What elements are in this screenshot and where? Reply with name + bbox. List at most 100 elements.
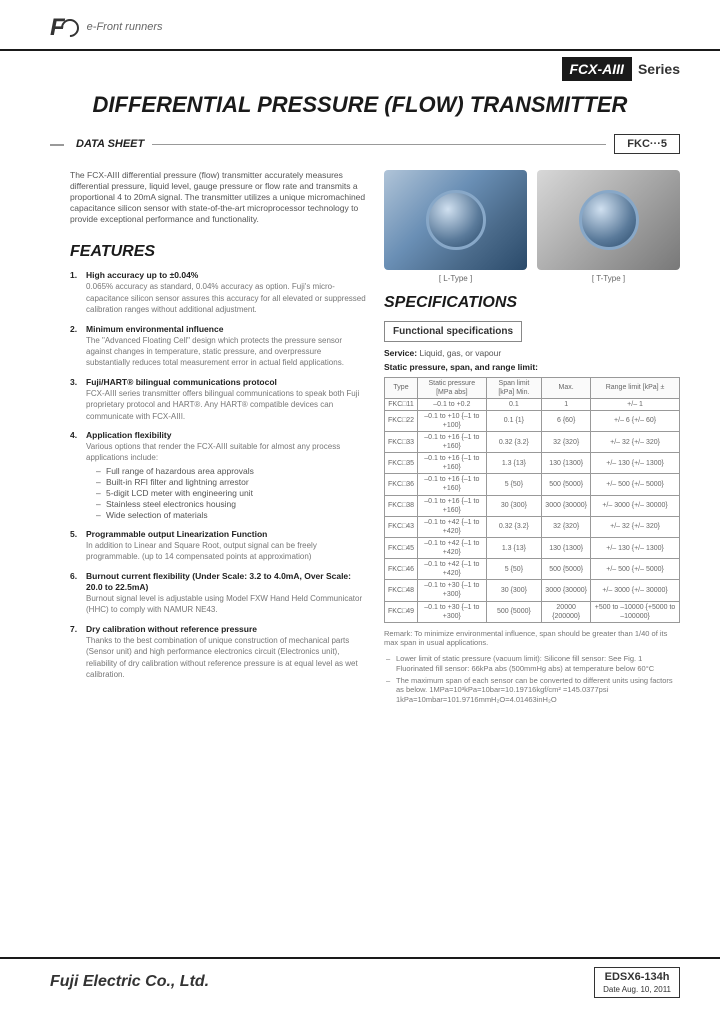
feature-item: Application flexibilityVarious options t… [70, 430, 366, 521]
spec-td: –0.1 to +42 {–1 to +420} [418, 537, 487, 558]
table-row: FKC□35–0.1 to +16 {–1 to +160}1.3 {13}13… [385, 453, 680, 474]
series-row: FCX-AIII Series [0, 51, 720, 87]
spec-td: FKC□22 [385, 410, 418, 431]
doc-box: EDSX6-134h Date Aug. 10, 2011 [594, 967, 680, 998]
feature-subitem: Built-in RFI filter and lightning arrest… [96, 477, 366, 488]
feature-title: Dry calibration without reference pressu… [86, 624, 366, 635]
funcspec-box: Functional specifications [384, 321, 522, 342]
spec-td: 1.3 {13} [486, 453, 542, 474]
spec-td: 0.32 {3.2} [486, 432, 542, 453]
spec-td: FKC□45 [385, 537, 418, 558]
spec-td: 20000 {200000} [542, 601, 591, 622]
spec-td: 0.1 {1} [486, 410, 542, 431]
table-row: FKC□43–0.1 to +42 {–1 to +420}0.32 {3.2}… [385, 516, 680, 537]
spec-td: 30 {300} [486, 580, 542, 601]
spec-td: +/– 500 {+/– 5000} [591, 474, 680, 495]
spec-td: 1 [542, 398, 591, 410]
feature-title: Fuji/HART® bilingual communications prot… [86, 377, 366, 388]
service-label: Service: [384, 348, 417, 358]
spec-td: FKC□43 [385, 516, 418, 537]
right-column: [ L-Type ] [ T-Type ] SPECIFICATIONS Fun… [384, 170, 680, 707]
feature-subitem: 5-digit LCD meter with engineering unit [96, 488, 366, 499]
spec-td: 500 {5000} [542, 474, 591, 495]
remark-label: Remark: [384, 629, 412, 638]
intro-text: The FCX-AIII differential pressure (flow… [70, 170, 366, 225]
spec-td: –0.1 to +16 {–1 to +160} [418, 453, 487, 474]
spec-td: 6 {60} [542, 410, 591, 431]
feature-subitem: Wide selection of materials [96, 510, 366, 521]
remark-text: To minimize environmental influence, spa… [384, 629, 667, 648]
t-type-image [537, 170, 680, 270]
spec-td: 500 {5000} [542, 559, 591, 580]
spec-td: 1.3 {13} [486, 537, 542, 558]
datasheet-label: DATA SHEET [70, 137, 144, 151]
spec-table: TypeStatic pressure [MPa abs]Span limit … [384, 377, 680, 623]
spec-td: +/– 32 {+/– 320} [591, 516, 680, 537]
left-column: The FCX-AIII differential pressure (flow… [70, 170, 366, 707]
spec-td: 5 {50} [486, 559, 542, 580]
spec-td: 0.32 {3.2} [486, 516, 542, 537]
spec-th: Static pressure [MPa abs] [418, 377, 487, 398]
datasheet-row: DATA SHEET FKC···5 [0, 134, 720, 154]
spec-td: 0.1 [486, 398, 542, 410]
spec-td: –0.1 to +16 {–1 to +160} [418, 495, 487, 516]
l-type-caption: [ L-Type ] [384, 274, 527, 284]
feature-item: Minimum environmental influenceThe "Adva… [70, 324, 366, 369]
feature-body: FCX-AIII series transmitter offers bilin… [86, 389, 359, 421]
spec-td: 130 {1300} [542, 537, 591, 558]
logo-fe: F [50, 12, 79, 43]
static-line: Static pressure, span, and range limit: [384, 362, 680, 373]
footer: Fuji Electric Co., Ltd. EDSX6-134h Date … [0, 957, 720, 1012]
features-heading: FEATURES [70, 242, 366, 263]
spec-td: 3000 {30000} [542, 495, 591, 516]
service-line: Service: Liquid, gas, or vapour [384, 348, 680, 359]
spec-td: +/– 500 {+/– 5000} [591, 559, 680, 580]
spec-td: 5 {50} [486, 474, 542, 495]
spec-td: –0.1 to +30 {–1 to +300} [418, 601, 487, 622]
table-row: FKC□33–0.1 to +16 {–1 to +160}0.32 {3.2}… [385, 432, 680, 453]
doc-date: Date Aug. 10, 2011 [603, 985, 671, 995]
spec-td: 3000 {30000} [542, 580, 591, 601]
table-row: FKC□36–0.1 to +16 {–1 to +160}5 {50}500 … [385, 474, 680, 495]
feature-body: In addition to Linear and Square Root, o… [86, 541, 317, 561]
fkc-badge: FKC···5 [614, 134, 680, 154]
footer-company: Fuji Electric Co., Ltd. [50, 972, 209, 993]
spec-td: –0.1 to +42 {–1 to +420} [418, 516, 487, 537]
feature-title: Minimum environmental influence [86, 324, 366, 335]
l-type-body-icon [426, 190, 486, 250]
feature-body: Thanks to the best combination of unique… [86, 636, 358, 679]
t-type-box: [ T-Type ] [537, 170, 680, 284]
series-suffix: Series [638, 60, 680, 78]
spec-td: FKC□49 [385, 601, 418, 622]
l-type-box: [ L-Type ] [384, 170, 527, 284]
table-row: FKC□11–0.1 to +0.20.11+/– 1 [385, 398, 680, 410]
feature-title: Application flexibility [86, 430, 366, 441]
feature-body: Burnout signal level is adjustable using… [86, 594, 362, 614]
spec-th: Type [385, 377, 418, 398]
static-label: Static pressure, span, and range limit: [384, 362, 538, 372]
t-type-caption: [ T-Type ] [537, 274, 680, 284]
notes-list: Lower limit of static pressure (vacuum l… [384, 654, 680, 705]
spec-th: Range limit [kPa] ± [591, 377, 680, 398]
spec-td: +500 to –10000 {+5000 to –100000} [591, 601, 680, 622]
note-item: Lower limit of static pressure (vacuum l… [384, 654, 680, 674]
datasheet-line [152, 144, 606, 145]
spec-td: –0.1 to +30 {–1 to +300} [418, 580, 487, 601]
product-images: [ L-Type ] [ T-Type ] [384, 170, 680, 284]
feature-subitem: Stainless steel electronics housing [96, 499, 366, 510]
doc-number: EDSX6-134h [603, 970, 671, 984]
t-type-body-icon [579, 190, 639, 250]
spec-td: +/– 6 {+/– 60} [591, 410, 680, 431]
spec-td: 32 {320} [542, 516, 591, 537]
spec-td: FKC□35 [385, 453, 418, 474]
series-badge-text: FCX-AIII [570, 61, 624, 77]
spec-td: FKC□38 [385, 495, 418, 516]
feature-item: Fuji/HART® bilingual communications prot… [70, 377, 366, 422]
spec-td: 130 {1300} [542, 453, 591, 474]
feature-sublist: Full range of hazardous area approvalsBu… [86, 466, 366, 521]
spec-td: +/– 3000 {+/– 30000} [591, 580, 680, 601]
spec-td: 500 {5000} [486, 601, 542, 622]
feature-title: Burnout current flexibility (Under Scale… [86, 571, 366, 593]
spec-td: –0.1 to +10 {–1 to +100} [418, 410, 487, 431]
feature-title: High accuracy up to ±0.04% [86, 270, 366, 281]
